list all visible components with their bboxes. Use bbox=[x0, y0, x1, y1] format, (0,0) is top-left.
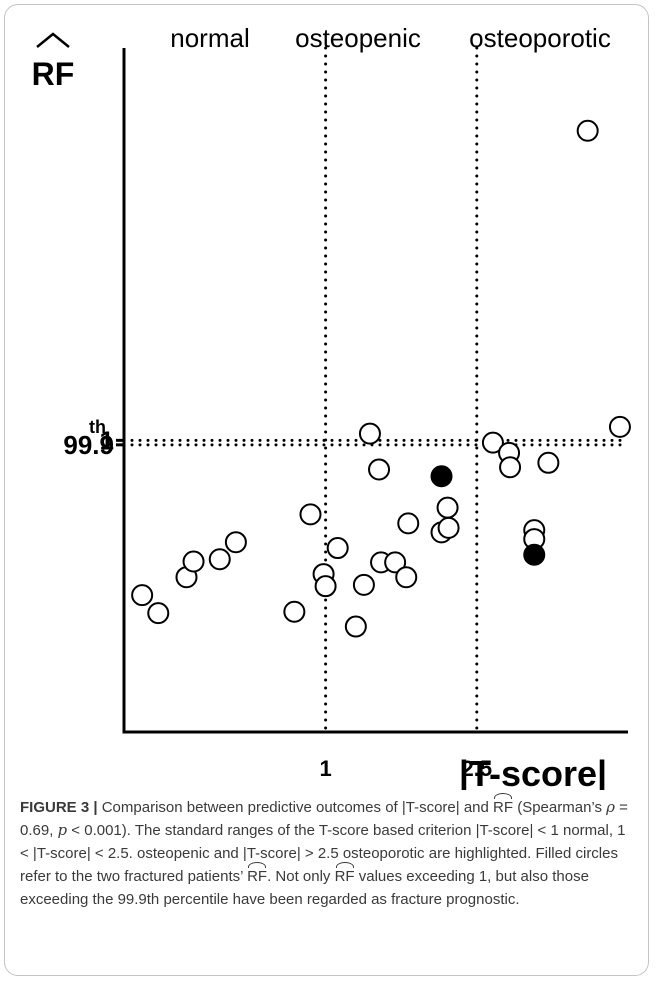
caption-text-run: Comparison between predictive outcomes o… bbox=[97, 799, 494, 816]
y-axis-label: RF bbox=[32, 56, 75, 92]
figure-frame bbox=[4, 4, 649, 976]
caption-label: FIGURE 3 | bbox=[20, 799, 98, 816]
caption-text-run: . Not only bbox=[267, 868, 335, 885]
open-data-point bbox=[352, 573, 375, 596]
open-data-point bbox=[182, 550, 205, 573]
open-data-point bbox=[395, 566, 418, 589]
open-data-point bbox=[368, 458, 391, 481]
region-labels: normal osteopenic osteoporotic bbox=[170, 23, 611, 53]
x-axis-label: |T-score| bbox=[459, 753, 607, 790]
data-points bbox=[131, 119, 631, 638]
y-tick-label: 1 bbox=[100, 425, 114, 455]
open-data-point bbox=[283, 600, 306, 623]
open-data-point bbox=[436, 496, 459, 519]
y-axis-label-hat bbox=[36, 32, 70, 48]
open-data-point bbox=[537, 451, 560, 474]
open-data-point bbox=[299, 503, 322, 526]
caption-text-run: values exceeding 1, but also those excee… bbox=[20, 868, 589, 908]
open-data-point bbox=[608, 415, 631, 438]
caption-text: Comparison between predictive outcomes o… bbox=[20, 793, 628, 908]
caption-text-run: < 0.001). The standard ranges of the T-s… bbox=[20, 822, 626, 885]
y-tick-superscript: th bbox=[89, 417, 106, 437]
open-data-point bbox=[499, 456, 522, 479]
open-data-point bbox=[314, 575, 337, 598]
open-data-point bbox=[397, 512, 420, 535]
filled-data-point bbox=[523, 543, 546, 566]
axes bbox=[116, 48, 628, 734]
open-data-point bbox=[208, 548, 231, 571]
open-data-point bbox=[224, 531, 247, 554]
open-data-point bbox=[481, 431, 504, 454]
reference-lines bbox=[122, 46, 630, 734]
open-data-point bbox=[384, 551, 407, 574]
region-label-osteopenic: osteopenic bbox=[295, 23, 421, 53]
region-label-osteoporotic: osteoporotic bbox=[469, 23, 611, 53]
open-data-point bbox=[326, 537, 349, 560]
scatter-chart: normal osteopenic osteoporotic 1 2.5199.9th… bbox=[32, 23, 631, 790]
region-label-normal: normal bbox=[170, 23, 249, 53]
open-data-point bbox=[576, 119, 599, 142]
y-tick-label: 99.9 bbox=[63, 430, 114, 460]
caption-text-run: (Spearman’s bbox=[513, 799, 607, 816]
caption-text-run: = 0.69, bbox=[20, 799, 628, 839]
filled-data-point bbox=[430, 465, 453, 488]
open-data-point bbox=[344, 615, 367, 638]
open-data-point bbox=[437, 516, 460, 539]
x-tick-label: 1 bbox=[319, 756, 331, 781]
caption-rf-hat: RF bbox=[247, 862, 267, 888]
x-tick-label: 2.5 bbox=[462, 756, 493, 781]
open-data-point bbox=[358, 422, 381, 445]
caption-math-symbol: p bbox=[57, 821, 68, 839]
caption-math-symbol: ρ bbox=[606, 798, 615, 816]
caption-rf-hat: RF bbox=[335, 862, 355, 888]
caption-rf-hat: RF bbox=[493, 793, 513, 819]
open-data-point bbox=[131, 584, 154, 607]
axis-labels: |T-score| RF bbox=[32, 32, 607, 790]
figure-caption: FIGURE 3 | Comparison between predictive… bbox=[20, 793, 638, 911]
open-data-point bbox=[147, 602, 170, 625]
